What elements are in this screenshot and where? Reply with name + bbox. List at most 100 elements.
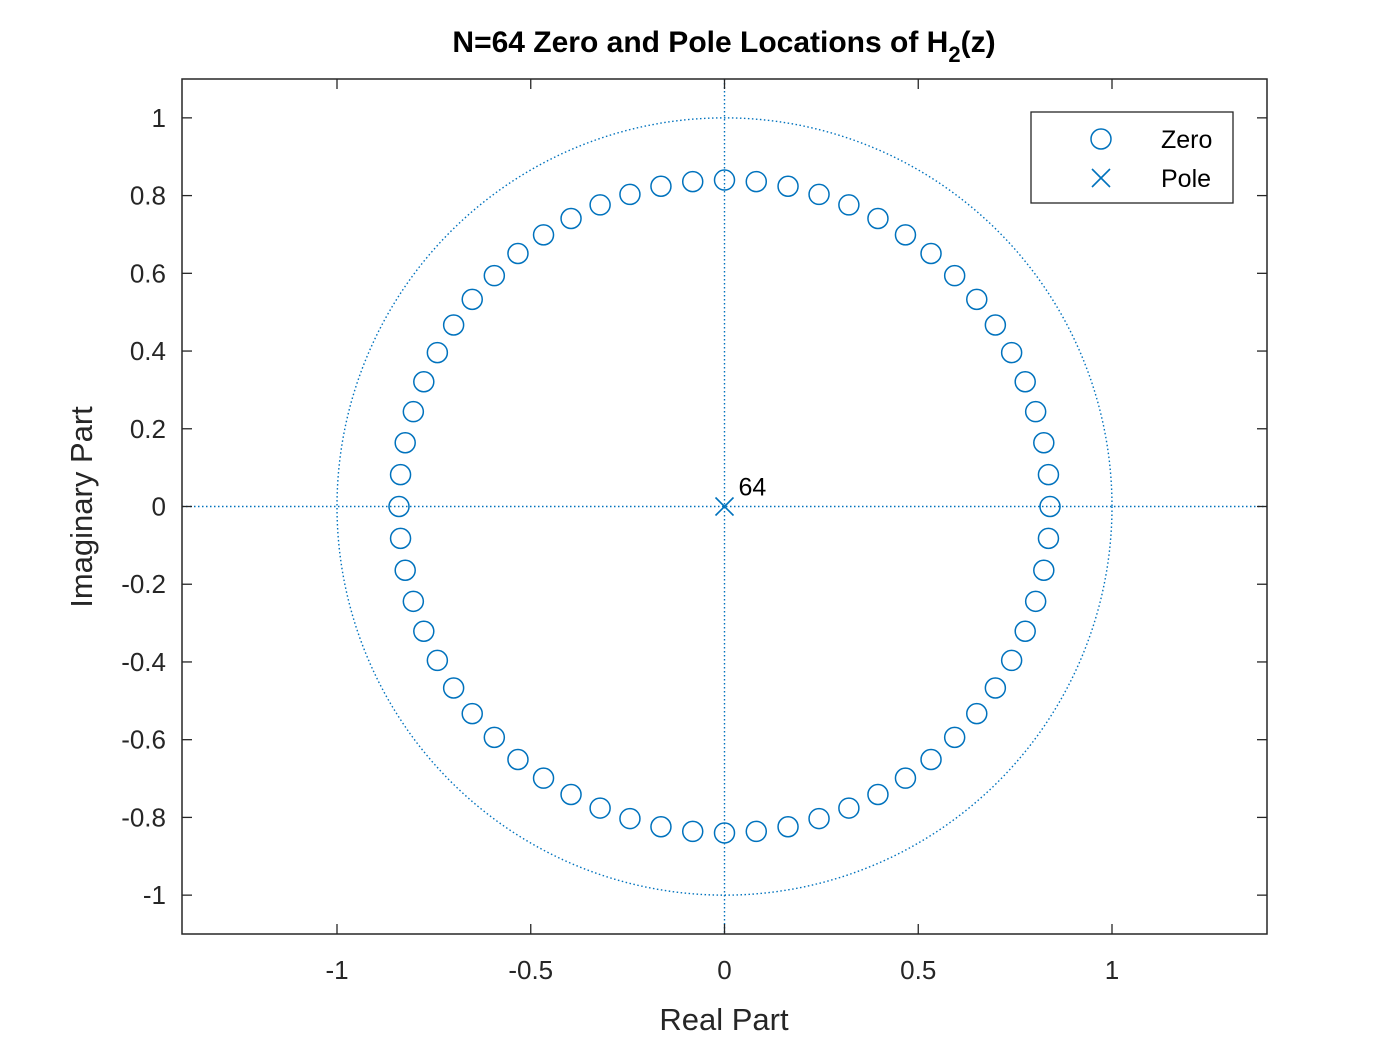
reference-guides xyxy=(182,79,1267,934)
y-axis-label: Imaginary Part xyxy=(64,406,99,608)
zero-marker xyxy=(461,288,483,311)
y-tick-label: 0 xyxy=(152,492,166,522)
zero-marker xyxy=(1037,527,1060,550)
zero-marker xyxy=(1037,463,1060,486)
zero-marker xyxy=(507,748,529,771)
zero-marker xyxy=(894,224,917,246)
chart-title-subscript: 2 xyxy=(948,42,960,67)
pole-marker xyxy=(714,496,735,517)
legend-pole-marker xyxy=(1091,168,1111,188)
zero-marker xyxy=(713,822,736,844)
zero-marker xyxy=(426,649,449,672)
zero-marker xyxy=(394,432,416,454)
zero-marker xyxy=(984,677,1007,699)
y-tick-label: -0.6 xyxy=(121,725,166,755)
zero-marker xyxy=(402,590,425,613)
zero-marker xyxy=(650,175,672,198)
zero-marker xyxy=(943,726,966,749)
y-tick-label: 0.8 xyxy=(130,181,166,211)
zero-marker xyxy=(920,748,942,771)
zero-marker xyxy=(426,341,449,364)
y-tick-label: 1 xyxy=(152,103,166,133)
zero-marker xyxy=(589,797,611,819)
chart-title-main: N=64 Zero and Pole Locations of H xyxy=(452,26,948,59)
zero-marker xyxy=(713,169,736,191)
zero-marker xyxy=(838,797,860,819)
zero-marker xyxy=(1014,620,1036,643)
zero-marker xyxy=(619,807,641,830)
zero-marker xyxy=(1033,432,1055,454)
zero-marker xyxy=(394,559,416,581)
plot-marks: 64 xyxy=(388,169,1061,844)
zero-marker xyxy=(461,702,483,725)
x-axis-label: Real Part xyxy=(659,1002,789,1037)
y-tick-label: 0.4 xyxy=(130,336,166,366)
zero-marker xyxy=(745,820,768,843)
zero-marker xyxy=(894,767,917,789)
zero-marker xyxy=(413,620,435,643)
zero-marker xyxy=(388,495,410,518)
zero-marker xyxy=(984,314,1007,336)
zero-marker xyxy=(442,677,465,699)
zero-marker xyxy=(589,194,611,216)
zero-marker xyxy=(1000,341,1023,364)
legend-zero-marker xyxy=(1090,128,1112,150)
x-tick-label: -0.5 xyxy=(508,955,553,985)
x-tick-label: 0.5 xyxy=(900,955,936,985)
zero-marker xyxy=(560,783,582,806)
y-tick-label: -0.2 xyxy=(121,569,166,599)
x-tick-label: 1 xyxy=(1105,955,1119,985)
zero-marker xyxy=(1024,590,1047,613)
zero-marker xyxy=(966,288,988,311)
zero-marker xyxy=(966,702,988,725)
zero-marker xyxy=(867,783,889,806)
pole-marker-stroke xyxy=(714,496,735,517)
zero-marker xyxy=(560,207,582,230)
chart-title-suffix: (z) xyxy=(961,26,996,59)
y-tick-label: 0.6 xyxy=(130,258,166,288)
zero-marker xyxy=(402,400,425,423)
zero-marker xyxy=(413,370,435,393)
zero-marker xyxy=(619,183,641,206)
zero-marker xyxy=(650,815,672,838)
zero-marker xyxy=(777,815,799,838)
zero-marker xyxy=(389,463,412,486)
zero-marker xyxy=(1014,370,1036,393)
axis-ticks: -1 -0.5 0 0.5 1 -1 -0.8 -0.6 -0.4 -0.2 0 0.2 0.4 0.6 0… xyxy=(121,79,1267,985)
zero-marker xyxy=(532,767,555,789)
zero-marker xyxy=(808,183,830,206)
zero-marker xyxy=(920,242,942,265)
legend-entry-label: Zero xyxy=(1161,126,1212,154)
zero-marker xyxy=(777,175,799,198)
legend-entry-label: Pole xyxy=(1161,165,1211,193)
zero-marker xyxy=(745,170,768,193)
y-tick-label: -0.4 xyxy=(121,647,166,677)
pole-multiplicity-label: 64 xyxy=(739,474,767,502)
zero-marker xyxy=(483,726,506,749)
y-tick-label: -0.8 xyxy=(121,802,166,832)
zero-marker xyxy=(483,264,506,287)
zero-marker xyxy=(808,807,830,830)
zero-marker xyxy=(507,242,529,265)
zero-marker xyxy=(1024,400,1047,423)
zero-marker xyxy=(681,820,704,843)
zero-marker xyxy=(1000,649,1023,672)
y-tick-label: 0.2 xyxy=(130,414,166,444)
axes-box xyxy=(181,78,1268,935)
zero-marker xyxy=(681,170,704,193)
zero-marker xyxy=(442,314,465,336)
zero-marker xyxy=(838,194,860,216)
zero-marker xyxy=(867,207,889,230)
legend-box xyxy=(1030,111,1234,204)
chart-title: N=64 Zero and Pole Locations of H2(z) xyxy=(452,26,995,67)
legend: Zero Pole xyxy=(1030,111,1234,204)
x-tick-label: -1 xyxy=(325,955,348,985)
zero-marker xyxy=(389,527,412,550)
zero-marker xyxy=(943,264,966,287)
x-tick-label: 0 xyxy=(717,955,731,985)
zero-marker xyxy=(1039,495,1061,518)
zero-marker xyxy=(532,224,555,246)
zero-marker xyxy=(1033,559,1055,581)
y-tick-label: -1 xyxy=(143,880,166,910)
